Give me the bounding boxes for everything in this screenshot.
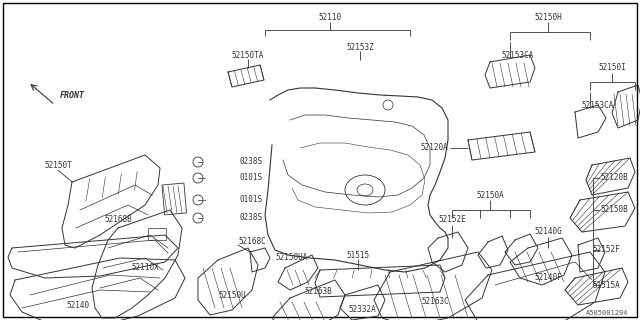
Text: 52152F: 52152F: [592, 245, 620, 254]
Text: 52150I: 52150I: [598, 63, 626, 73]
Text: 0101S: 0101S: [240, 173, 263, 182]
Text: 52332A: 52332A: [348, 306, 376, 315]
Text: 52168B: 52168B: [104, 215, 132, 225]
Text: 51515A: 51515A: [592, 281, 620, 290]
Text: 52163B: 52163B: [304, 287, 332, 297]
Text: 0101S: 0101S: [240, 196, 263, 204]
Bar: [162, 183, 186, 215]
Text: 0238S: 0238S: [240, 213, 263, 222]
Text: 51515: 51515: [346, 251, 369, 260]
Text: 52150A: 52150A: [476, 190, 504, 199]
Text: 52153CA: 52153CA: [582, 100, 614, 109]
Text: 52163C: 52163C: [421, 298, 449, 307]
Text: 52140: 52140: [67, 300, 90, 309]
Text: 52120B: 52120B: [600, 173, 628, 182]
Text: 52140F: 52140F: [534, 274, 562, 283]
Text: 52110: 52110: [319, 13, 342, 22]
Text: 52153CA: 52153CA: [502, 51, 534, 60]
Text: 52150B: 52150B: [600, 205, 628, 214]
Text: 52150H: 52150H: [534, 13, 562, 22]
Text: 0238S: 0238S: [240, 157, 263, 166]
Text: 52150TA: 52150TA: [232, 51, 264, 60]
Text: 52150U: 52150U: [218, 291, 246, 300]
Text: A505001294: A505001294: [586, 310, 628, 316]
Text: 52120A: 52120A: [420, 143, 448, 153]
Text: FRONT: FRONT: [60, 91, 85, 100]
Text: 52150UA: 52150UA: [276, 253, 308, 262]
Bar: [148, 228, 166, 240]
Text: 52168C: 52168C: [238, 237, 266, 246]
Text: 52110X: 52110X: [131, 263, 159, 273]
Text: 52152E: 52152E: [438, 215, 466, 225]
Text: 52140G: 52140G: [534, 228, 562, 236]
Text: 52153Z: 52153Z: [346, 43, 374, 52]
Text: 52150T: 52150T: [44, 161, 72, 170]
